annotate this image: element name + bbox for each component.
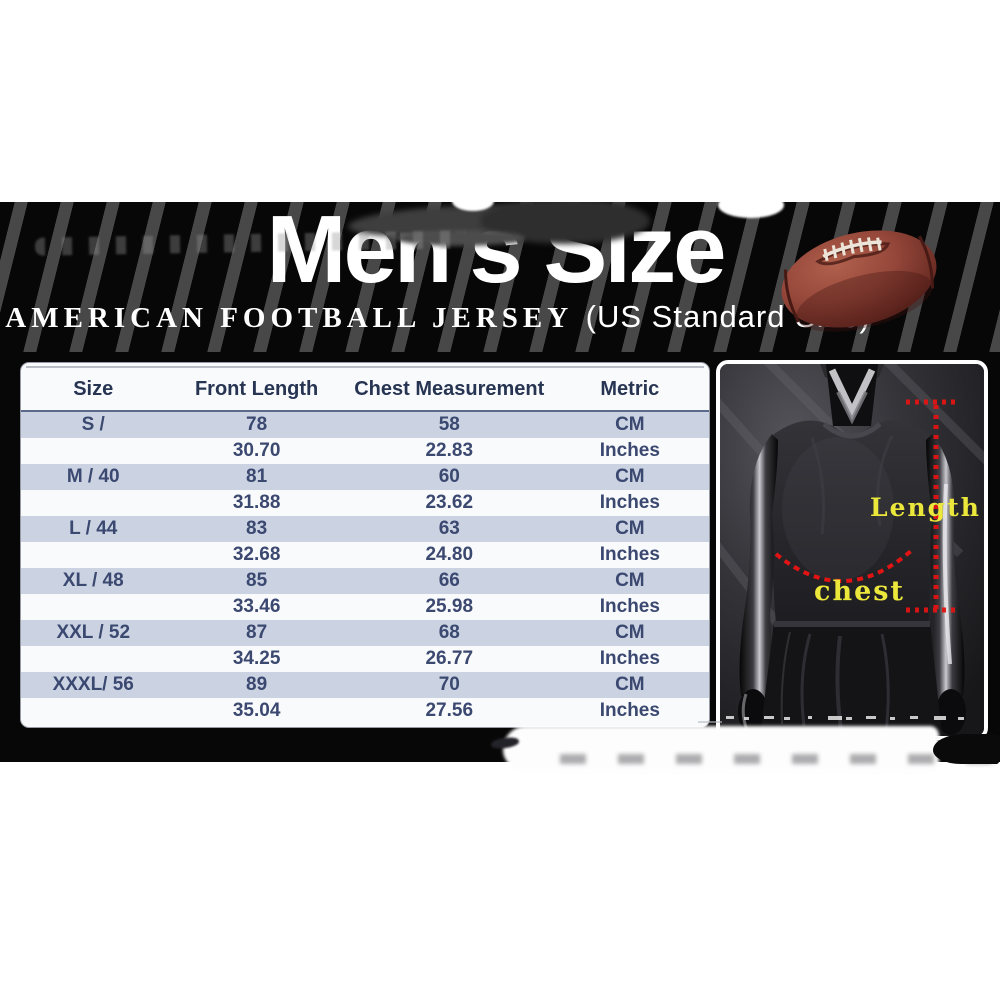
chest-cell: 26.77	[425, 648, 474, 670]
chest-cell: 66	[438, 570, 460, 592]
metric-cell: Inches	[599, 700, 660, 721]
front-cell: 32.68	[232, 544, 281, 565]
metric-cell: Inches	[599, 492, 660, 513]
table-row: XXXL/ 56 89 70 CM	[21, 672, 709, 698]
artifact-smudge	[395, 230, 525, 246]
artifact-dark-blob	[933, 734, 1000, 764]
size-cell: M / 40	[66, 466, 120, 487]
chest-cell: 22.83	[425, 440, 474, 462]
table-row: XXL / 52 87 68 CM	[21, 620, 709, 646]
mannequin-figure: Length chest	[720, 364, 984, 736]
mannequin-shorts	[760, 621, 942, 736]
table-row: 30.70 22.83 Inches	[21, 438, 709, 464]
size-cell: XL / 48	[62, 570, 124, 591]
artifact-rule	[698, 721, 722, 723]
col-header-size: Size	[73, 377, 114, 400]
content-frame: Size Front Length Chest Measurement Metr…	[0, 352, 1000, 772]
film-dashes	[726, 716, 964, 720]
table-row: 33.46 25.98 Inches	[21, 594, 709, 620]
front-cell: 31.88	[232, 492, 281, 513]
football-icon	[776, 214, 942, 344]
col-header-front-length: Front Length	[194, 377, 319, 400]
jersey-torso	[767, 420, 937, 626]
metric-cell: CM	[615, 570, 645, 591]
col-header-chest: Chest Measurement	[354, 377, 545, 400]
table-row: M / 40 81 60 CM	[21, 464, 709, 490]
table-row: S / 78 58 CM	[21, 412, 709, 438]
length-measure-line	[906, 399, 960, 613]
front-cell: 33.46	[232, 596, 281, 617]
chest-label: chest	[814, 576, 905, 607]
front-cell: 83	[246, 518, 268, 539]
chest-cell: 63	[438, 518, 460, 540]
metric-cell: CM	[615, 414, 645, 435]
metric-cell: CM	[615, 674, 645, 695]
chest-cell: 25.98	[425, 596, 474, 618]
artifact-erasure	[503, 726, 939, 772]
front-cell: 35.04	[232, 700, 281, 721]
mannequin-right-arm	[926, 434, 966, 735]
metric-cell: Inches	[599, 544, 660, 565]
measurement-photo: Length chest	[716, 360, 988, 740]
front-cell: 89	[246, 674, 268, 695]
size-table: Size Front Length Chest Measurement Metr…	[20, 362, 710, 728]
front-cell: 85	[246, 570, 268, 591]
metric-cell: Inches	[599, 648, 660, 669]
artifact-smudge	[718, 202, 784, 218]
chest-cell: 68	[438, 622, 460, 644]
metric-cell: CM	[615, 622, 645, 643]
table-header-row: Size Front Length Chest Measurement Metr…	[21, 368, 709, 412]
chest-cell: 23.62	[425, 492, 474, 514]
chest-cell: 70	[438, 674, 460, 696]
front-cell: 87	[246, 622, 268, 643]
artifact-smudge	[560, 754, 1000, 764]
page-subtitle: AMERICAN FOOTBALL JERSEY (US Standard Si…	[0, 299, 938, 335]
metric-cell: CM	[615, 518, 645, 539]
table-row: 32.68 24.80 Inches	[21, 542, 709, 568]
table-top-rule	[26, 366, 704, 368]
metric-cell: Inches	[599, 440, 660, 461]
front-cell: 34.25	[232, 648, 281, 669]
front-cell: 78	[246, 414, 268, 435]
table-row: 31.88 23.62 Inches	[21, 490, 709, 516]
subtitle-jersey-label: AMERICAN FOOTBALL JERSEY	[5, 302, 574, 334]
metric-cell: Inches	[599, 596, 660, 617]
size-cell: XXXL/ 56	[52, 674, 134, 695]
length-label: Length	[870, 493, 981, 522]
size-cell: L / 44	[69, 518, 118, 539]
size-cell: XXL / 52	[56, 622, 131, 643]
table-row: 34.25 26.77 Inches	[21, 646, 709, 672]
table-row: 35.04 27.56 Inches	[21, 698, 709, 724]
table-row: L / 44 83 63 CM	[21, 516, 709, 542]
metric-cell: CM	[615, 466, 645, 487]
size-cell: S /	[81, 414, 105, 435]
front-cell: 30.70	[232, 440, 281, 461]
front-cell: 81	[246, 466, 268, 487]
header-banner: Men's Size AMERICAN FOOTBALL JERSEY (US …	[0, 202, 1000, 352]
col-header-metric: Metric	[600, 377, 660, 400]
chest-cell: 60	[438, 466, 460, 488]
artifact-smudge	[452, 202, 494, 211]
table-row: XL / 48 85 66 CM	[21, 568, 709, 594]
chest-cell: 58	[438, 414, 460, 436]
chest-cell: 24.80	[425, 544, 474, 566]
chest-cell: 27.56	[425, 700, 474, 722]
